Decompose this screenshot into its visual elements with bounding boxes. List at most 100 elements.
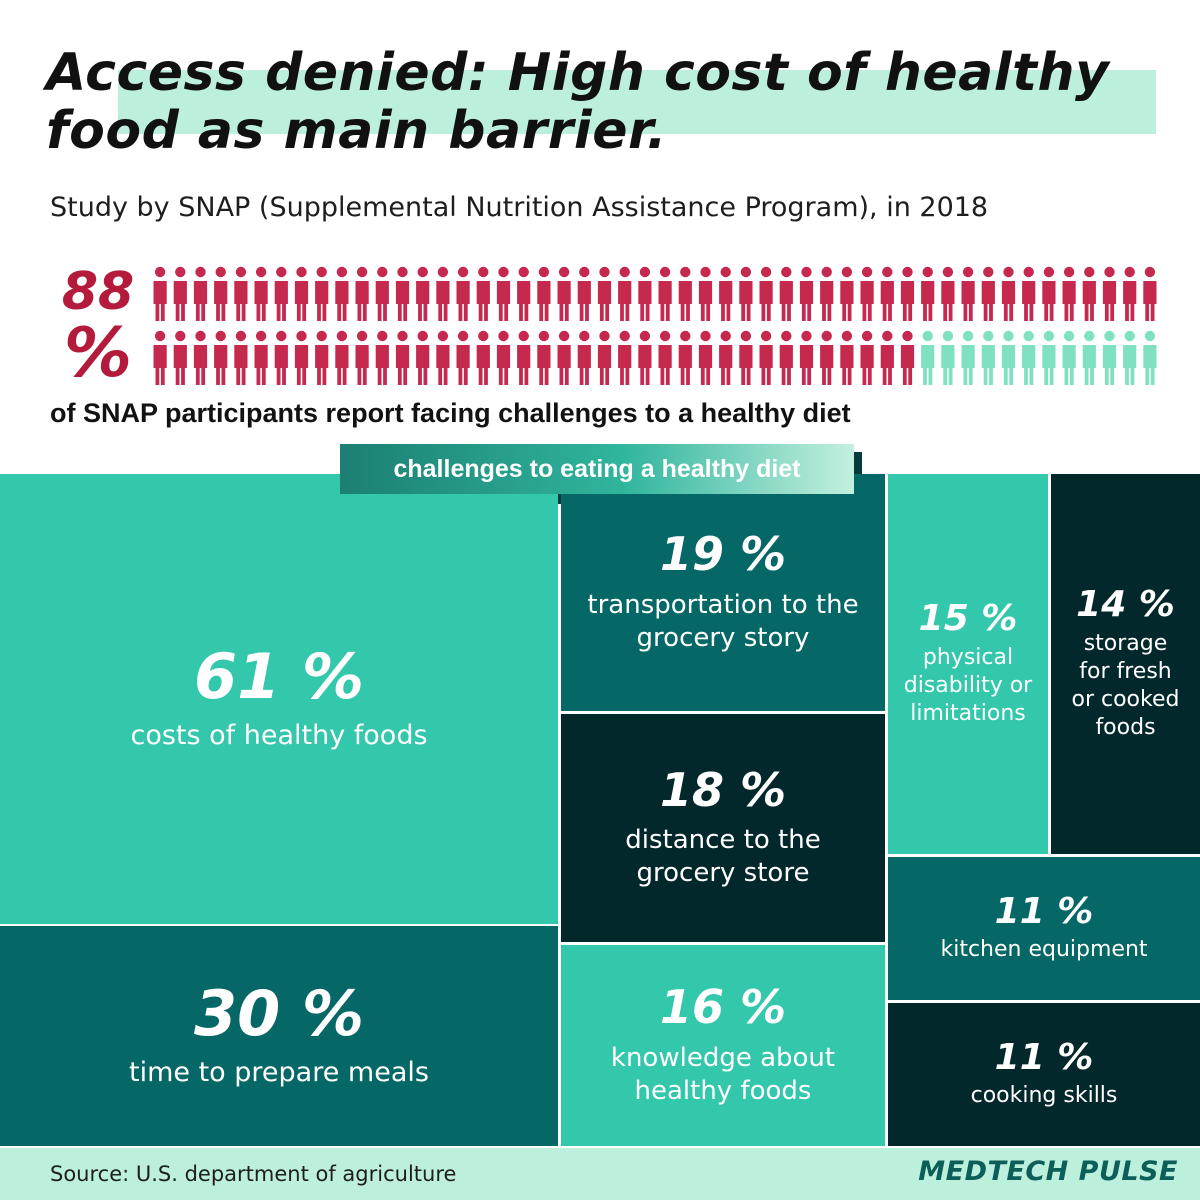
brand-logo: MEDTECH PULSE — [918, 1156, 1178, 1187]
people-pictogram — [153, 266, 1157, 385]
treemap-category-label: knowledge about healthy foods — [610, 1042, 836, 1106]
person-icon-highlighted — [557, 266, 571, 321]
person-icon-highlighted — [900, 330, 915, 385]
treemap-tile-transport: 19 % transportation to the grocery story — [561, 474, 885, 711]
person-icon-highlighted — [315, 330, 329, 385]
person-icon-highlighted — [840, 330, 854, 385]
person-icon-highlighted — [395, 266, 410, 321]
person-icon-highlighted — [193, 330, 208, 385]
footer-bar — [0, 1148, 1200, 1200]
person-icon-highlighted — [860, 266, 874, 321]
person-icon-highlighted — [173, 330, 187, 385]
person-icon-highlighted — [537, 266, 551, 321]
person-icon-highlighted — [658, 266, 672, 321]
person-icon-highlighted — [416, 266, 430, 321]
source-note: Source: U.S. department of agriculture — [50, 1162, 457, 1186]
person-icon-highlighted — [658, 330, 672, 385]
person-icon-highlighted — [153, 330, 167, 385]
person-icon-highlighted — [234, 266, 248, 321]
treemap-value-label: 61 % — [194, 640, 364, 714]
person-icon-highlighted — [395, 330, 410, 385]
person-icon-highlighted — [355, 330, 369, 385]
person-icon-highlighted — [335, 266, 349, 321]
person-icon-highlighted — [618, 330, 632, 385]
person-icon-highlighted — [1062, 266, 1076, 321]
person-icon-highlighted — [1082, 266, 1096, 321]
person-icon-highlighted — [698, 330, 713, 385]
person-icon-highlighted — [799, 330, 814, 385]
treemap-tile-costs: 61 % costs of healthy foods — [0, 474, 558, 924]
person-icon-highlighted — [759, 266, 773, 321]
person-icon-highlighted — [1143, 266, 1157, 321]
treemap-tile-cooking: 11 % cooking skills — [888, 1003, 1200, 1146]
treemap-category-label: kitchen equipment — [940, 937, 1148, 963]
person-icon-highlighted — [739, 266, 753, 321]
person-icon-highlighted — [234, 330, 248, 385]
person-icon-highlighted — [678, 266, 692, 321]
person-icon-highlighted — [900, 266, 915, 321]
treemap-tile-storage: 14 % storage for fresh or cooked foods — [1051, 474, 1200, 854]
treemap-value-label: 30 % — [194, 977, 364, 1051]
person-icon — [1022, 330, 1036, 385]
person-icon-highlighted — [496, 266, 511, 321]
person-icon-highlighted — [436, 266, 450, 321]
person-icon-highlighted — [1022, 266, 1036, 321]
person-icon — [1123, 330, 1137, 385]
treemap-tile-disability: 15 % physical disability or limitations — [888, 474, 1048, 854]
person-icon-highlighted — [880, 266, 894, 321]
person-icon-highlighted — [759, 330, 773, 385]
person-icon — [981, 330, 995, 385]
person-icon-highlighted — [779, 330, 793, 385]
treemap-category-label: physical disability or limitations — [903, 644, 1033, 726]
person-icon-highlighted — [1001, 266, 1016, 321]
person-icon — [1082, 330, 1096, 385]
person-icon-highlighted — [719, 330, 733, 385]
person-icon-highlighted — [799, 266, 814, 321]
person-icon — [921, 330, 935, 385]
person-icon-highlighted — [921, 266, 935, 321]
person-icon-highlighted — [618, 266, 632, 321]
person-icon-highlighted — [274, 330, 288, 385]
treemap-tile-knowledge: 16 % knowledge about healthy foods — [561, 945, 885, 1146]
headline-percentage-sign: % — [63, 314, 133, 393]
person-icon-highlighted — [375, 266, 389, 321]
person-icon-highlighted — [678, 330, 692, 385]
headline-percentage-number: 88 — [61, 262, 135, 322]
page-title: Access denied: High cost of healthy food… — [46, 43, 1110, 161]
treemap-value-label: 11 % — [994, 1036, 1094, 1078]
person-icon-highlighted — [254, 266, 268, 321]
person-icon-highlighted — [698, 266, 713, 321]
person-icon — [1102, 330, 1117, 385]
person-icon-highlighted — [214, 330, 228, 385]
person-icon-highlighted — [537, 330, 551, 385]
person-icon-highlighted — [416, 330, 430, 385]
person-icon-highlighted — [820, 330, 834, 385]
treemap-value-label: 16 % — [659, 980, 787, 1035]
page-subtitle: Study by SNAP (Supplemental Nutrition As… — [50, 192, 989, 223]
person-icon-highlighted — [315, 266, 329, 321]
person-icon-highlighted — [719, 266, 733, 321]
treemap-category-label: distance to the grocery store — [625, 825, 821, 889]
person-icon-highlighted — [375, 330, 389, 385]
treemap-category-label: storage for fresh or cooked foods — [1071, 631, 1180, 740]
person-icon-highlighted — [1123, 266, 1137, 321]
person-icon-highlighted — [294, 330, 309, 385]
person-icon-highlighted — [577, 330, 591, 385]
person-icon — [1001, 330, 1016, 385]
person-icon-highlighted — [880, 330, 894, 385]
person-icon-highlighted — [436, 330, 450, 385]
person-icon — [1042, 330, 1056, 385]
person-icon-highlighted — [941, 266, 955, 321]
person-icon-highlighted — [860, 330, 874, 385]
person-icon-highlighted — [638, 330, 652, 385]
treemap-category-label: costs of healthy foods — [130, 720, 428, 752]
person-icon — [1143, 330, 1157, 385]
person-icon-highlighted — [739, 330, 753, 385]
person-icon-highlighted — [517, 330, 531, 385]
treemap-tile-kitchen: 11 % kitchen equipment — [888, 857, 1200, 1000]
treemap-value-label: 11 % — [994, 890, 1094, 932]
person-icon-highlighted — [193, 266, 208, 321]
person-icon-highlighted — [1102, 266, 1117, 321]
treemap-tile-distance: 18 % distance to the grocery store — [561, 714, 885, 942]
person-icon-highlighted — [355, 266, 369, 321]
